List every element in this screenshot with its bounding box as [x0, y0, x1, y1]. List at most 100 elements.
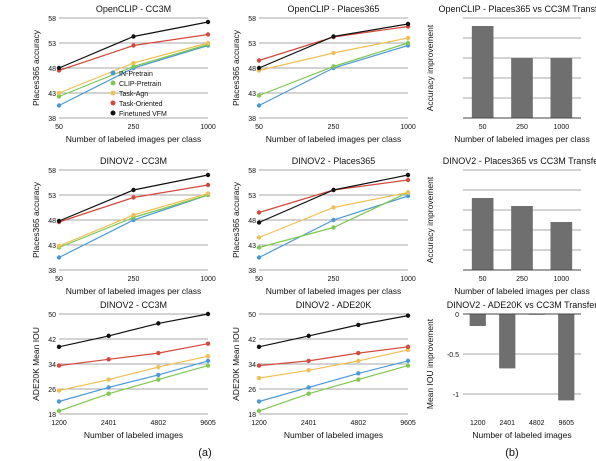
x-tick-label: 250 — [128, 276, 140, 283]
data-point — [56, 243, 62, 249]
panel-label-b: (b) — [505, 447, 518, 459]
chart-2: OpenCLIP - Places365 Number of labeled im… — [231, 4, 416, 144]
bar — [499, 314, 516, 369]
data-point — [405, 172, 411, 178]
bar — [511, 58, 533, 118]
y-tick-label: 43 — [248, 243, 256, 250]
x-tick-label: 250 — [128, 124, 140, 131]
data-point — [205, 363, 211, 368]
x-tick-label: 9605 — [558, 420, 574, 427]
data-point — [256, 210, 262, 215]
data-point — [256, 220, 262, 225]
y-axis-label: Places365 accuracy — [231, 29, 241, 106]
x-tick-label: 1000 — [200, 124, 216, 131]
y-tick-label: -0.5 — [447, 352, 459, 359]
x-tick-label: 1000 — [554, 276, 570, 283]
data-point — [331, 34, 336, 39]
data-point — [306, 385, 311, 390]
chart-7: DINOV2 - CC3M Number of labeled images ADE… — [31, 300, 216, 440]
y-axis-label: Mean IOU improvement — [425, 318, 435, 409]
data-point — [56, 344, 62, 350]
series-line-task-agn — [58, 355, 209, 392]
data-point — [156, 321, 161, 326]
series-line-in-pretrain — [258, 360, 409, 403]
chart-title: DINOV2 - Places365 — [292, 156, 376, 166]
bar — [550, 58, 573, 118]
data-point — [106, 377, 111, 382]
data-point — [256, 375, 262, 381]
data-point — [156, 372, 161, 378]
data-point — [405, 344, 411, 350]
legend-marker — [110, 90, 116, 96]
data-point — [205, 358, 211, 364]
data-point — [356, 350, 361, 356]
y-tick-label: 42 — [48, 337, 56, 344]
data-point — [205, 19, 211, 25]
bar — [550, 222, 573, 270]
chart-5: DINOV2 - Places365 Number of labeled imag… — [231, 156, 416, 296]
y-axis-label: ADE20K Mean IOU — [231, 327, 241, 401]
data-point — [256, 65, 262, 71]
y-tick-label: 18 — [248, 412, 256, 419]
data-point — [256, 255, 262, 260]
y-tick-label: 48 — [48, 218, 56, 225]
chart-8: DINOV2 - ADE20K Number of labeled images A… — [231, 300, 416, 440]
data-point — [131, 195, 136, 200]
data-point — [331, 187, 336, 193]
data-point — [331, 205, 336, 210]
legend: IN-Pretrain CLIP-Pretrain Task-Agn Task-Ori… — [110, 70, 167, 118]
bar — [471, 26, 494, 118]
y-tick-label: 53 — [48, 41, 56, 48]
series-line-clip-pretrain — [258, 365, 409, 412]
data-point — [56, 363, 62, 368]
data-point — [131, 43, 136, 48]
data-point — [56, 255, 62, 260]
y-axis-label: Places365 accuracy — [31, 29, 41, 106]
bar — [471, 198, 494, 270]
x-tick-label: 250 — [516, 124, 528, 131]
data-point — [156, 350, 161, 356]
y-tick-label: 34 — [48, 362, 56, 369]
chart-title: OpenCLIP - Places365 — [288, 4, 380, 14]
x-tick-label: 1200 — [251, 420, 267, 427]
y-tick-label: 38 — [248, 268, 256, 275]
x-axis-label: Number of labeled images — [84, 430, 183, 440]
x-tick-label: 1000 — [400, 276, 416, 283]
chart-panels: OpenCLIP - CC3M Number of labeled images … — [31, 4, 596, 440]
x-axis-label: Number of labeled images per class — [66, 286, 202, 296]
x-tick-label: 1200 — [470, 420, 486, 427]
panel-label-a: (a) — [198, 447, 211, 459]
y-tick-label: 48 — [248, 218, 256, 225]
x-tick-label: 4802 — [529, 420, 545, 427]
legend-label: Task-Agn — [119, 91, 148, 98]
legend-label: IN-Pretrain — [119, 71, 153, 78]
y-tick-label: 50 — [248, 312, 256, 319]
x-axis-label: Number of labeled images — [472, 430, 571, 440]
data-point — [56, 90, 62, 96]
x-tick-label: 1000 — [554, 124, 570, 131]
y-tick-label: 0 — [455, 312, 459, 319]
data-point — [56, 408, 62, 414]
data-point — [56, 103, 62, 108]
data-point — [405, 358, 411, 364]
data-point — [256, 235, 262, 240]
y-tick-label: 26 — [48, 387, 56, 394]
legend-label: Task-Oriented — [119, 101, 163, 108]
series-line-in-pretrain — [58, 360, 209, 403]
data-point — [56, 218, 62, 224]
series-line-finetuned-vfm — [258, 315, 409, 348]
chart-title: OpenCLIP - CC3M — [96, 4, 171, 14]
x-tick-label: 9605 — [400, 420, 416, 427]
x-axis-label: Number of labeled images per class — [266, 134, 402, 144]
x-tick-label: 50 — [255, 124, 263, 131]
y-tick-label: 58 — [248, 168, 256, 175]
y-tick-label: 53 — [48, 193, 56, 200]
x-tick-label: 250 — [328, 124, 340, 131]
y-tick-label: 53 — [248, 41, 256, 48]
data-point — [306, 358, 311, 364]
data-point — [256, 399, 262, 404]
x-tick-label: 2401 — [301, 420, 317, 427]
chart-title: DINOV2 - Places365 vs CC3M Transfer — [443, 156, 596, 166]
data-point — [205, 311, 211, 317]
chart-6: DINOV2 - Places365 vs CC3M Transfer Numbe… — [425, 156, 596, 296]
